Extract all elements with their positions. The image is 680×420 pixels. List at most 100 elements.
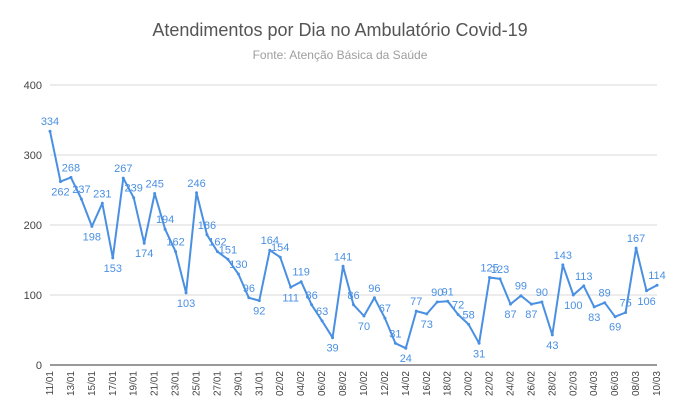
x-tick-label: 08/03 (631, 371, 642, 396)
data-label: 89 (599, 288, 611, 300)
data-label: 154 (271, 242, 289, 254)
data-point (299, 280, 303, 284)
data-label: 239 (125, 183, 143, 195)
x-tick-label: 11/01 (45, 371, 56, 396)
x-tick-label: 16/02 (422, 371, 433, 396)
data-label: 96 (243, 283, 255, 295)
data-label: 72 (452, 300, 464, 312)
y-tick-label: 300 (24, 150, 42, 162)
x-tick-label: 28/02 (547, 371, 558, 396)
x-tick-label: 25/01 (192, 371, 203, 396)
x-tick-label: 21/01 (150, 371, 161, 396)
x-tick-label: 04/02 (296, 371, 307, 396)
data-point (519, 294, 523, 298)
data-point (278, 255, 282, 259)
y-tick-label: 200 (24, 220, 42, 232)
data-point (592, 305, 596, 309)
data-point (624, 311, 628, 314)
data-label: 162 (166, 237, 184, 249)
data-label: 231 (93, 188, 111, 200)
x-tick-label: 19/01 (129, 371, 140, 396)
data-point (456, 313, 460, 317)
data-point (310, 303, 314, 307)
x-tick-label: 04/03 (589, 371, 600, 396)
data-point (362, 314, 366, 318)
data-point (48, 129, 52, 133)
data-point (121, 176, 125, 180)
data-label: 99 (515, 281, 527, 293)
data-point (90, 224, 94, 228)
data-label: 237 (72, 184, 90, 196)
data-point (331, 336, 335, 340)
data-point (655, 283, 659, 287)
x-tick-label: 12/02 (380, 371, 391, 396)
data-point (561, 263, 565, 267)
data-point (352, 303, 355, 307)
data-label: 58 (462, 309, 474, 321)
data-label: 87 (504, 309, 516, 321)
series-line (49, 130, 658, 350)
x-tick-label: 31/01 (254, 371, 265, 396)
data-point (467, 322, 471, 326)
x-tick-label: 06/02 (317, 371, 328, 396)
data-point (393, 341, 397, 345)
data-point (414, 309, 418, 313)
data-label: 86 (347, 290, 359, 302)
x-tick-label: 06/03 (610, 371, 621, 396)
data-point (236, 272, 240, 276)
data-label: 63 (316, 306, 328, 318)
data-point (58, 180, 62, 184)
data-point (582, 284, 586, 288)
data-point (540, 300, 544, 304)
data-point (341, 264, 345, 268)
data-label: 92 (253, 306, 265, 318)
data-point (435, 300, 439, 304)
data-point (613, 315, 617, 319)
data-label: 267 (114, 163, 132, 175)
x-tick-label: 18/02 (443, 371, 454, 396)
x-tick-label: 08/02 (338, 371, 349, 396)
data-label: 111 (282, 292, 299, 304)
data-label: 194 (156, 214, 174, 226)
x-tick-label: 27/01 (212, 371, 223, 396)
data-label: 246 (187, 178, 205, 190)
y-tick-label: 0 (36, 360, 42, 372)
data-point (153, 192, 157, 195)
data-point (289, 285, 293, 289)
data-point (320, 319, 324, 323)
data-label: 143 (554, 250, 572, 262)
x-tick-label: 20/02 (464, 371, 475, 396)
data-label: 167 (627, 233, 645, 245)
data-point (446, 299, 450, 303)
data-label: 198 (83, 231, 101, 243)
data-point (247, 296, 251, 300)
data-label: 73 (421, 319, 433, 331)
data-point (498, 277, 502, 281)
data-label: 268 (62, 162, 80, 174)
data-label: 86 (306, 290, 318, 302)
data-point (215, 250, 219, 254)
data-point (195, 191, 199, 195)
data-label: 24 (400, 353, 412, 365)
data-point (79, 197, 83, 201)
chart-subtitle: Fonte: Atenção Básica da Saúde (252, 48, 428, 62)
data-point (425, 312, 429, 316)
data-point (404, 346, 408, 350)
data-label: 90 (536, 287, 548, 299)
data-point (174, 250, 178, 254)
data-label: 70 (358, 321, 370, 333)
data-label: 174 (135, 248, 153, 260)
data-point (142, 241, 146, 245)
data-label: 39 (326, 343, 338, 355)
x-tick-label: 17/01 (108, 371, 119, 396)
data-label: 186 (198, 220, 216, 232)
x-tick-label: 26/02 (526, 371, 537, 396)
chart-title: Atendimentos por Dia no Ambulatório Covi… (152, 20, 528, 40)
data-label: 67 (379, 303, 391, 315)
data-label: 114 (648, 270, 666, 282)
data-point (100, 201, 104, 205)
data-label: 123 (491, 264, 509, 276)
data-label: 141 (334, 251, 352, 263)
x-tick-label: 10/02 (359, 371, 370, 396)
